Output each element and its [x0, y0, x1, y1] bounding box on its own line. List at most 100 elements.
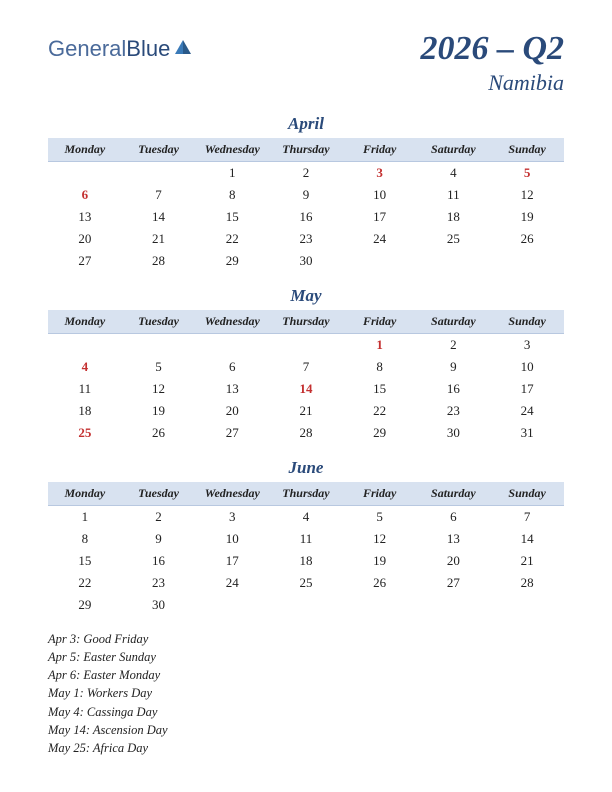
- calendar-cell: 8: [48, 528, 122, 550]
- calendar-row: 22232425262728: [48, 572, 564, 594]
- calendar-row: 123: [48, 334, 564, 357]
- calendar-cell: 25: [269, 572, 343, 594]
- calendar-row: 13141516171819: [48, 206, 564, 228]
- calendar-cell: 3: [343, 162, 417, 185]
- calendar-cell: 29: [343, 422, 417, 444]
- calendar-cell: 19: [343, 550, 417, 572]
- holiday-item: May 25: Africa Day: [48, 739, 564, 757]
- holiday-item: Apr 6: Easter Monday: [48, 666, 564, 684]
- calendar-row: 11121314151617: [48, 378, 564, 400]
- calendar-cell: 12: [343, 528, 417, 550]
- calendar-row: 18192021222324: [48, 400, 564, 422]
- calendar-cell: [195, 334, 269, 357]
- title-block: 2026 – Q2 Namibia: [420, 30, 564, 96]
- calendar-cell: 14: [490, 528, 564, 550]
- holiday-item: May 14: Ascension Day: [48, 721, 564, 739]
- logo-icon: [173, 36, 193, 62]
- calendar-cell: 18: [417, 206, 491, 228]
- calendar-cell: 5: [122, 356, 196, 378]
- holiday-item: May 4: Cassinga Day: [48, 703, 564, 721]
- calendar-cell: 24: [343, 228, 417, 250]
- calendar-cell: 18: [48, 400, 122, 422]
- calendar-row: 45678910: [48, 356, 564, 378]
- calendar-cell: 11: [269, 528, 343, 550]
- weekday-header: Friday: [343, 310, 417, 334]
- calendar-table: MondayTuesdayWednesdayThursdayFridaySatu…: [48, 138, 564, 272]
- calendar-cell: 15: [195, 206, 269, 228]
- calendar-cell: 6: [48, 184, 122, 206]
- calendar-cell: 5: [343, 506, 417, 529]
- weekday-header: Saturday: [417, 482, 491, 506]
- calendar-cell: 22: [195, 228, 269, 250]
- calendar-cell: 9: [417, 356, 491, 378]
- weekday-header: Monday: [48, 482, 122, 506]
- calendar-cell: 6: [417, 506, 491, 529]
- calendar-cell: 3: [195, 506, 269, 529]
- calendar-cell: [490, 250, 564, 272]
- calendar-row: 6789101112: [48, 184, 564, 206]
- calendar-cell: [48, 162, 122, 185]
- calendar-cell: 14: [269, 378, 343, 400]
- weekday-header: Sunday: [490, 482, 564, 506]
- weekday-header: Monday: [48, 138, 122, 162]
- calendar-cell: [417, 250, 491, 272]
- calendar-cell: 7: [122, 184, 196, 206]
- holiday-item: Apr 3: Good Friday: [48, 630, 564, 648]
- calendar-cell: [122, 162, 196, 185]
- calendar-cell: 16: [269, 206, 343, 228]
- calendar-cell: 20: [48, 228, 122, 250]
- weekday-header: Tuesday: [122, 138, 196, 162]
- calendar-cell: 29: [195, 250, 269, 272]
- month-name: May: [48, 286, 564, 306]
- calendar-cell: 30: [122, 594, 196, 616]
- calendar-row: 27282930: [48, 250, 564, 272]
- calendar-cell: 23: [122, 572, 196, 594]
- calendar-cell: 23: [417, 400, 491, 422]
- calendar-cell: 29: [48, 594, 122, 616]
- calendar-table: MondayTuesdayWednesdayThursdayFridaySatu…: [48, 310, 564, 444]
- month-name: June: [48, 458, 564, 478]
- calendar-cell: 3: [490, 334, 564, 357]
- calendar-cell: 31: [490, 422, 564, 444]
- calendar-cell: 10: [343, 184, 417, 206]
- calendar-cell: 7: [490, 506, 564, 529]
- weekday-header: Friday: [343, 482, 417, 506]
- calendar-cell: 12: [122, 378, 196, 400]
- calendar-cell: 2: [417, 334, 491, 357]
- calendar-cell: 9: [269, 184, 343, 206]
- weekday-header: Sunday: [490, 138, 564, 162]
- calendar-row: 891011121314: [48, 528, 564, 550]
- calendar-cell: 26: [122, 422, 196, 444]
- calendar-cell: [417, 594, 491, 616]
- calendar-cell: 13: [48, 206, 122, 228]
- calendar-row: 2930: [48, 594, 564, 616]
- calendar-cell: 21: [122, 228, 196, 250]
- calendar-cell: 27: [417, 572, 491, 594]
- weekday-header: Wednesday: [195, 138, 269, 162]
- calendar-cell: [269, 594, 343, 616]
- weekday-header: Thursday: [269, 138, 343, 162]
- calendar-table: MondayTuesdayWednesdayThursdayFridaySatu…: [48, 482, 564, 616]
- calendar-cell: 22: [343, 400, 417, 422]
- calendar-cell: 21: [490, 550, 564, 572]
- month-block: May MondayTuesdayWednesdayThursdayFridayS…: [48, 286, 564, 444]
- calendar-cell: 13: [195, 378, 269, 400]
- page-subtitle: Namibia: [420, 70, 564, 96]
- calendar-cell: 21: [269, 400, 343, 422]
- calendar-cell: 12: [490, 184, 564, 206]
- weekday-header: Sunday: [490, 310, 564, 334]
- calendar-cell: 19: [122, 400, 196, 422]
- calendar-cell: 16: [417, 378, 491, 400]
- calendar-cell: 17: [343, 206, 417, 228]
- calendar-cell: [490, 594, 564, 616]
- logo: GeneralBlue: [48, 36, 193, 62]
- weekday-header: Tuesday: [122, 310, 196, 334]
- calendar-cell: [343, 250, 417, 272]
- calendar-cell: 7: [269, 356, 343, 378]
- weekday-header: Wednesday: [195, 482, 269, 506]
- calendar-cell: 30: [417, 422, 491, 444]
- calendar-cell: 15: [48, 550, 122, 572]
- calendars-container: AprilMondayTuesdayWednesdayThursdayFrida…: [48, 114, 564, 616]
- page-title: 2026 – Q2: [420, 30, 564, 68]
- calendar-cell: 24: [195, 572, 269, 594]
